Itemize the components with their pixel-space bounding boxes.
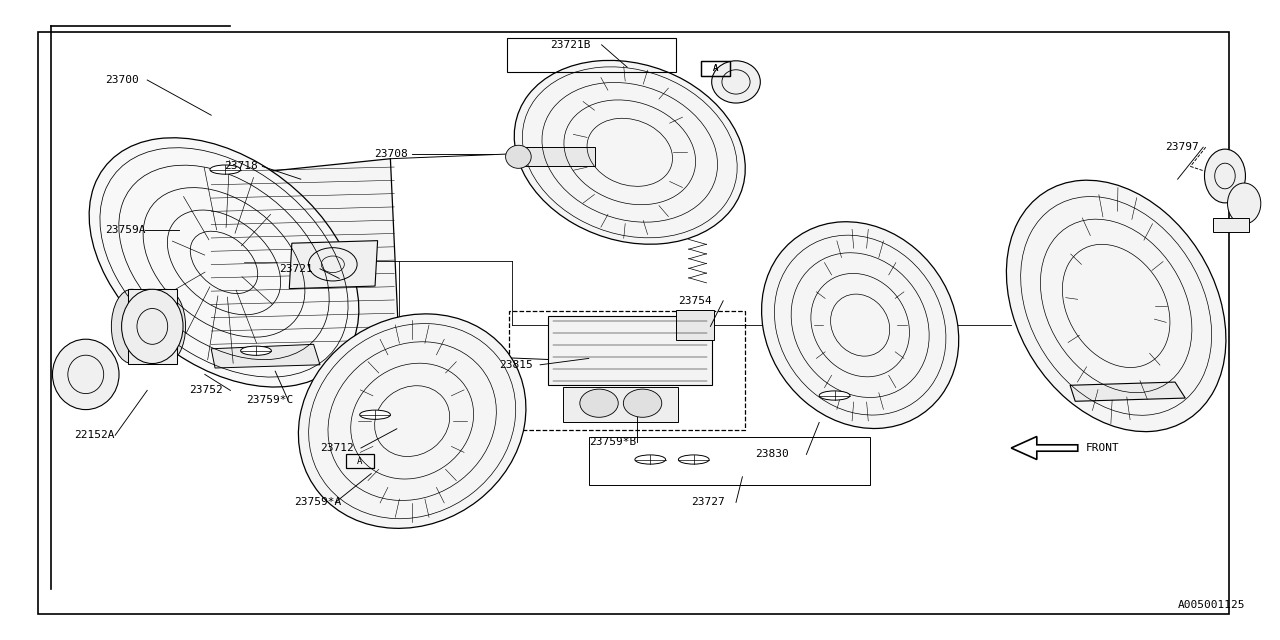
Ellipse shape: [145, 289, 186, 364]
Ellipse shape: [298, 314, 526, 529]
Ellipse shape: [623, 389, 662, 417]
Ellipse shape: [1204, 149, 1245, 203]
Text: A: A: [357, 457, 362, 466]
Ellipse shape: [712, 61, 760, 103]
Ellipse shape: [111, 289, 152, 364]
Ellipse shape: [515, 60, 745, 244]
Text: 23759*A: 23759*A: [294, 497, 342, 508]
Bar: [563, 387, 678, 422]
Text: 23759A: 23759A: [105, 225, 146, 236]
Ellipse shape: [580, 389, 618, 417]
Polygon shape: [289, 241, 378, 289]
Ellipse shape: [506, 145, 531, 168]
Text: A: A: [713, 64, 718, 73]
Ellipse shape: [52, 339, 119, 410]
Ellipse shape: [241, 346, 271, 355]
Text: 22152A: 22152A: [74, 430, 115, 440]
Polygon shape: [211, 344, 320, 368]
Bar: [346, 454, 374, 468]
Text: 23797: 23797: [1165, 142, 1198, 152]
Text: 23759*B: 23759*B: [589, 436, 636, 447]
Bar: [589, 437, 870, 485]
Text: 23752: 23752: [189, 385, 223, 396]
Bar: [518, 147, 595, 166]
Ellipse shape: [210, 165, 241, 174]
Text: 23721B: 23721B: [550, 40, 591, 50]
Ellipse shape: [678, 455, 709, 464]
Text: 23721: 23721: [279, 264, 312, 274]
Bar: [701, 61, 730, 76]
Ellipse shape: [360, 410, 390, 419]
Text: 23759*C: 23759*C: [246, 395, 293, 405]
Text: 23830: 23830: [755, 449, 788, 460]
Text: 23727: 23727: [691, 497, 724, 508]
Bar: [701, 61, 730, 76]
Text: 23754: 23754: [678, 296, 712, 306]
Bar: [128, 289, 177, 364]
Bar: [1213, 218, 1249, 232]
Bar: [507, 38, 676, 72]
Polygon shape: [1070, 382, 1185, 401]
Bar: [676, 310, 714, 340]
Text: A005001125: A005001125: [1178, 600, 1245, 610]
Ellipse shape: [128, 289, 169, 364]
Ellipse shape: [90, 138, 358, 387]
Text: A: A: [713, 64, 718, 73]
Text: 23718: 23718: [224, 161, 257, 172]
Text: 23700: 23700: [105, 75, 138, 85]
Ellipse shape: [635, 455, 666, 464]
Ellipse shape: [1006, 180, 1226, 431]
Ellipse shape: [819, 391, 850, 400]
Text: 23815: 23815: [499, 360, 532, 370]
Ellipse shape: [122, 289, 183, 364]
Text: 23712: 23712: [320, 443, 353, 453]
Text: FRONT: FRONT: [1085, 443, 1119, 453]
Polygon shape: [1011, 436, 1078, 460]
Polygon shape: [205, 159, 399, 360]
Ellipse shape: [762, 221, 959, 429]
Ellipse shape: [1228, 183, 1261, 224]
Text: 23708: 23708: [374, 148, 407, 159]
Bar: [548, 316, 712, 385]
